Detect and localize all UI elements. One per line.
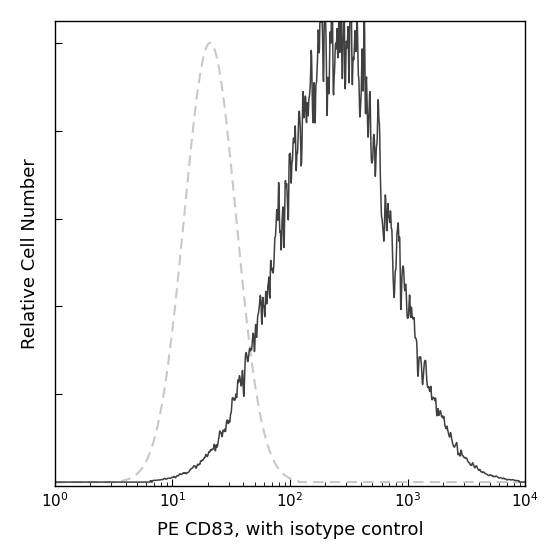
X-axis label: PE CD83, with isotype control: PE CD83, with isotype control	[157, 521, 423, 539]
Y-axis label: Relative Cell Number: Relative Cell Number	[21, 158, 39, 349]
